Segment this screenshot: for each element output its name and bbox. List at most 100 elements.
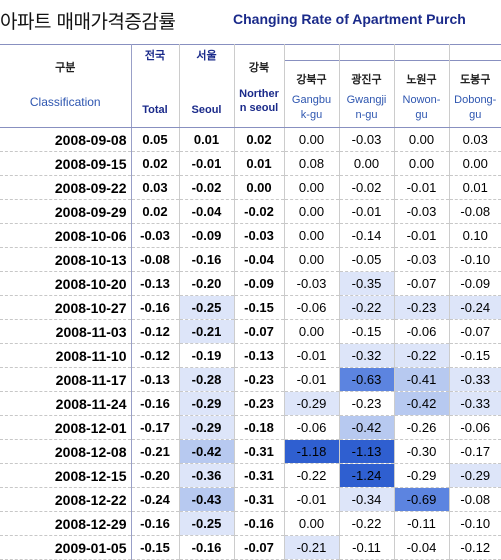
- dobong-value: 0.03: [449, 128, 501, 152]
- north-english-line1: Norther: [235, 75, 284, 101]
- district-english-line1: Dobong-: [450, 87, 501, 108]
- north-korean: 강북: [235, 45, 284, 75]
- date-cell: 2008-11-10: [0, 344, 131, 368]
- northern-seoul-value: -0.07: [234, 536, 284, 560]
- date-cell: 2008-09-08: [0, 128, 131, 152]
- nowon-value: -0.04: [394, 536, 449, 560]
- header-district-dobong: 도봉구 Dobong- gu: [449, 45, 501, 128]
- table-header-row: 구분 Classification 전국 Total 서울 Seoul 강북 N…: [0, 45, 501, 128]
- nowon-value: -0.06: [394, 320, 449, 344]
- dobong-value: -0.07: [449, 320, 501, 344]
- northern-seoul-value: -0.07: [234, 320, 284, 344]
- dobong-value: -0.33: [449, 368, 501, 392]
- gangbuk-value: 0.00: [284, 176, 339, 200]
- nowon-value: -0.01: [394, 224, 449, 248]
- date-cell: 2008-12-08: [0, 440, 131, 464]
- seoul-value: -0.19: [179, 344, 234, 368]
- nowon-value: -0.07: [394, 272, 449, 296]
- total-korean: 전국: [132, 45, 179, 63]
- dobong-value: -0.06: [449, 416, 501, 440]
- district-english-line1: Gwangji: [340, 87, 394, 108]
- total-value: -0.16: [131, 296, 179, 320]
- total-value: -0.03: [131, 224, 179, 248]
- northern-seoul-value: 0.00: [234, 176, 284, 200]
- total-value: 0.03: [131, 176, 179, 200]
- total-value: -0.16: [131, 392, 179, 416]
- group-divider: [450, 60, 501, 61]
- total-value: 0.05: [131, 128, 179, 152]
- seoul-value: -0.42: [179, 440, 234, 464]
- nowon-value: -0.69: [394, 488, 449, 512]
- seoul-value: -0.43: [179, 488, 234, 512]
- header-district-gwangjin: 광진구 Gwangji n-gu: [339, 45, 394, 128]
- nowon-value: -0.42: [394, 392, 449, 416]
- gwangjin-value: -0.63: [339, 368, 394, 392]
- district-korean: 노원구: [395, 45, 449, 87]
- gangbuk-value: -0.01: [284, 368, 339, 392]
- date-cell: 2008-10-20: [0, 272, 131, 296]
- total-english: Total: [132, 63, 179, 117]
- dobong-value: -0.17: [449, 440, 501, 464]
- gwangjin-value: -0.32: [339, 344, 394, 368]
- gangbuk-value: -0.03: [284, 272, 339, 296]
- seoul-value: -0.09: [179, 224, 234, 248]
- seoul-english: Seoul: [180, 63, 234, 117]
- nowon-value: -0.22: [394, 344, 449, 368]
- header-northern-seoul: 강북 Norther n seoul: [234, 45, 284, 128]
- gwangjin-value: -1.24: [339, 464, 394, 488]
- header-total: 전국 Total: [131, 45, 179, 128]
- gangbuk-value: -0.06: [284, 296, 339, 320]
- total-value: -0.12: [131, 320, 179, 344]
- district-korean: 강북구: [285, 45, 339, 87]
- gangbuk-value: -0.29: [284, 392, 339, 416]
- district-english-line2: gu: [395, 108, 449, 123]
- gwangjin-value: -0.22: [339, 296, 394, 320]
- total-value: -0.21: [131, 440, 179, 464]
- nowon-value: 0.00: [394, 128, 449, 152]
- table-row: 2008-12-08-0.21-0.42-0.31-1.18-1.13-0.30…: [0, 440, 501, 464]
- total-value: -0.13: [131, 368, 179, 392]
- date-cell: 2008-09-15: [0, 152, 131, 176]
- total-value: 0.02: [131, 152, 179, 176]
- date-cell: 2008-09-29: [0, 200, 131, 224]
- gwangjin-value: -0.05: [339, 248, 394, 272]
- header-seoul: 서울 Seoul: [179, 45, 234, 128]
- dobong-value: -0.15: [449, 344, 501, 368]
- seoul-value: -0.16: [179, 536, 234, 560]
- seoul-value: -0.28: [179, 368, 234, 392]
- gangbuk-value: 0.00: [284, 200, 339, 224]
- date-cell: 2008-10-27: [0, 296, 131, 320]
- table-row: 2008-12-15-0.20-0.36-0.31-0.22-1.24-0.29…: [0, 464, 501, 488]
- northern-seoul-value: 0.01: [234, 152, 284, 176]
- gwangjin-value: -0.34: [339, 488, 394, 512]
- district-english-line2: k-gu: [285, 108, 339, 123]
- table-row: 2008-12-01-0.17-0.29-0.18-0.06-0.42-0.26…: [0, 416, 501, 440]
- nowon-value: -0.01: [394, 176, 449, 200]
- seoul-value: -0.01: [179, 152, 234, 176]
- dobong-value: 0.10: [449, 224, 501, 248]
- gangbuk-value: -0.06: [284, 416, 339, 440]
- northern-seoul-value: -0.23: [234, 368, 284, 392]
- dobong-value: -0.29: [449, 464, 501, 488]
- district-english-line2: gu: [450, 108, 501, 123]
- nowon-value: -0.03: [394, 248, 449, 272]
- northern-seoul-value: -0.31: [234, 440, 284, 464]
- nowon-value: 0.00: [394, 152, 449, 176]
- gangbuk-value: -0.01: [284, 344, 339, 368]
- table-row: 2008-12-22-0.24-0.43-0.31-0.01-0.34-0.69…: [0, 488, 501, 512]
- table-row: 2008-10-20-0.13-0.20-0.09-0.03-0.35-0.07…: [0, 272, 501, 296]
- dobong-value: -0.08: [449, 488, 501, 512]
- dobong-value: -0.08: [449, 200, 501, 224]
- gangbuk-value: -0.01: [284, 488, 339, 512]
- northern-seoul-value: -0.02: [234, 200, 284, 224]
- district-english-line2: n-gu: [340, 108, 394, 123]
- total-value: -0.15: [131, 536, 179, 560]
- gangbuk-value: 0.08: [284, 152, 339, 176]
- gwangjin-value: -0.42: [339, 416, 394, 440]
- seoul-value: -0.36: [179, 464, 234, 488]
